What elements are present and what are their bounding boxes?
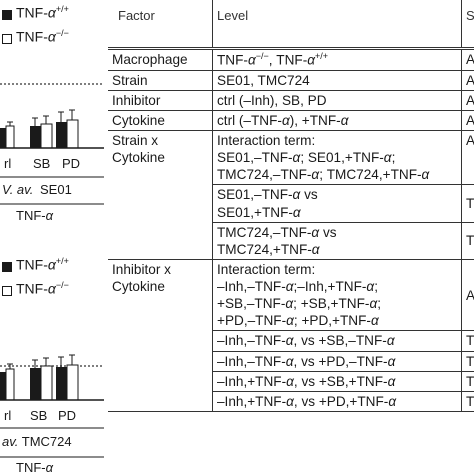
header-factor: Factor	[108, 0, 213, 49]
top-tick-pd: PD	[62, 156, 80, 171]
row-stat: Tu	[462, 351, 474, 371]
top-bars	[0, 110, 78, 148]
legend-swatch-wt-bottom	[2, 262, 12, 272]
top-bar-ctrl-wt	[0, 128, 6, 148]
figure-panels	[0, 0, 108, 474]
row-stat: Tu	[462, 222, 474, 259]
bottom-bars	[0, 355, 78, 400]
top-bar-ctrl-ko	[6, 126, 14, 148]
row-level: –Inh,+TNF-α, vs +PD,+TNF-α	[213, 391, 462, 411]
row-factor: Cytokine	[108, 110, 213, 130]
row-stat: AN	[462, 131, 474, 185]
row-stat: Tu	[462, 391, 474, 411]
top-tick-ctrl: rl	[4, 156, 11, 171]
legend-label-ko-bottom: TNF-α−/−	[16, 280, 69, 297]
row-stat: Tu	[462, 371, 474, 391]
row-stat: Tu	[462, 331, 474, 351]
top-bar-pd-ko	[67, 120, 78, 148]
bottom-tick-ctrl: rl	[4, 408, 11, 423]
table-row: Inhibitor ctrl (–Inh), SB, PD AN	[108, 90, 474, 110]
row-stat: Tu	[462, 185, 474, 222]
header-level: Level	[213, 0, 462, 49]
legend-label-ko-top: TNF-α−/−	[16, 28, 69, 45]
top-tick-sb: SB	[33, 156, 50, 171]
statistics-table: Factor Level Sta Macrophage TNF-α−/−, TN…	[108, 0, 474, 412]
row-factor: Strain	[108, 70, 213, 90]
top-strain-label: V. av.	[2, 182, 33, 197]
legend-swatch-wt-top	[2, 10, 12, 20]
row-level: –Inh,–TNF-α, vs +PD,–TNF-α	[213, 351, 462, 371]
bottom-tick-sb: SB	[30, 408, 47, 423]
top-bar-pd-wt	[56, 122, 67, 148]
bottom-tick-pd: PD	[58, 408, 76, 423]
table-row: Macrophage TNF-α−/−, TNF-α+/+ AN	[108, 49, 474, 71]
statistics-table-wrap: Factor Level Sta Macrophage TNF-α−/−, TN…	[108, 0, 474, 474]
top-bar-sb-ko	[41, 124, 52, 148]
row-stat: AN	[462, 49, 474, 71]
bottom-cytokine-label: TNF-α	[16, 460, 53, 475]
bottom-strain-label: av. TMC724	[2, 434, 72, 449]
legend-swatch-ko-top	[2, 34, 12, 44]
row-level: Interaction term:SE01,–TNF-α; SE01,+TNF-…	[213, 131, 462, 185]
row-stat: AN	[462, 110, 474, 130]
row-factor: Macrophage	[108, 49, 213, 71]
legend-label-wt-bottom: TNF-α+/+	[16, 256, 69, 273]
row-level: TNF-α−/−, TNF-α+/+	[213, 49, 462, 71]
row-stat: AN	[462, 90, 474, 110]
legend-label-wt-top: TNF-α+/+	[16, 4, 69, 21]
row-level: SE01, TMC724	[213, 70, 462, 90]
table-row: Cytokine ctrl (–TNF-α), +TNF-α AN	[108, 110, 474, 130]
header-stat: Sta	[462, 0, 474, 49]
legend-swatch-ko-bottom	[2, 286, 12, 296]
row-level: –Inh,–TNF-α, vs +SB,–TNF-α	[213, 331, 462, 351]
row-stat: AN	[462, 259, 474, 331]
table-row: Strain SE01, TMC724 AN	[108, 70, 474, 90]
top-strain-code: SE01	[40, 182, 72, 197]
row-level: –Inh,+TNF-α, vs +SB,+TNF-α	[213, 371, 462, 391]
row-stat: AN	[462, 70, 474, 90]
row-level: Interaction term:–Inh,–TNF-α;–Inh,+TNF-α…	[213, 259, 462, 331]
row-level: ctrl (–TNF-α), +TNF-α	[213, 110, 462, 130]
row-level: ctrl (–Inh), SB, PD	[213, 90, 462, 110]
top-bar-sb-wt	[30, 126, 41, 148]
row-factor: Inhibitor	[108, 90, 213, 110]
top-cytokine-label: TNF-α	[16, 208, 53, 223]
